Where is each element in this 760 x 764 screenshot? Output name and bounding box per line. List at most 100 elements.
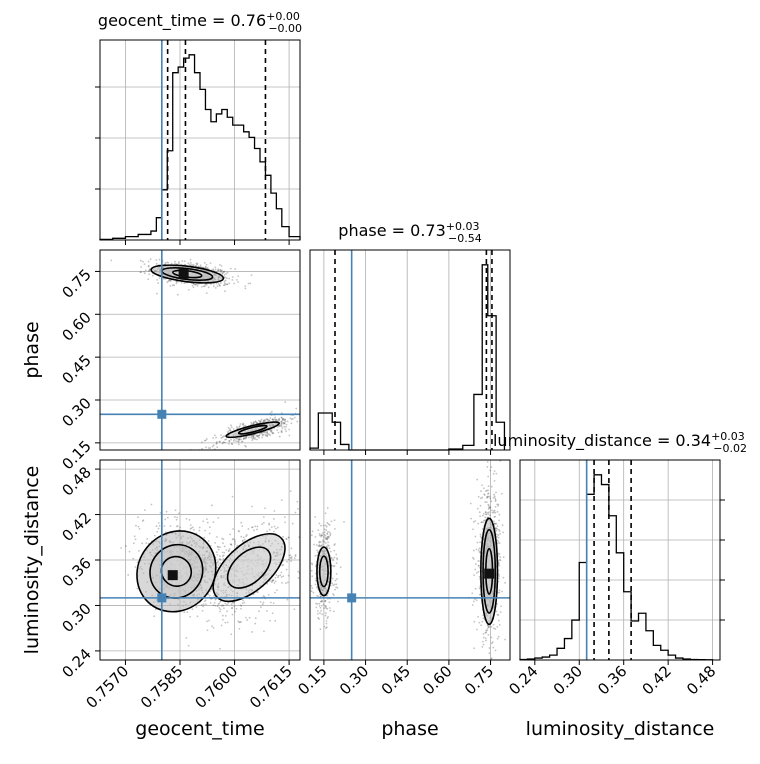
phase-vs-luminosity_distance-sample-point: [473, 647, 476, 650]
phase-vs-luminosity_distance-sample-point: [329, 609, 332, 612]
geocent_time-vs-phase-sample-point: [143, 270, 145, 273]
phase-vs-luminosity_distance-sample-point: [478, 587, 481, 590]
geocent_time-vs-luminosity_distance-xtick-label: 0.7585: [137, 662, 187, 712]
phase-vs-luminosity_distance-sample-point: [325, 626, 328, 629]
geocent_time-vs-luminosity_distance-sample-point: [204, 599, 207, 602]
phase-vs-luminosity_distance-sample-point: [496, 503, 499, 506]
geocent_time-vs-phase-sample-point: [271, 432, 274, 435]
phase-vs-luminosity_distance-sample-point: [321, 613, 323, 616]
geocent_time-vs-luminosity_distance-sample-point: [224, 621, 227, 624]
phase-vs-luminosity_distance-sample-point: [481, 528, 484, 530]
geocent_time-vs-phase-sample-point: [302, 414, 304, 416]
phase-vs-luminosity_distance-sample-point: [494, 522, 497, 525]
geocent_time-vs-luminosity_distance-sample-point: [229, 533, 232, 536]
geocent_time-vs-luminosity_distance-sample-point: [216, 536, 218, 538]
geocent_time-vs-phase-sample-point: [218, 440, 221, 443]
geocent_time-vs-phase-sample-point: [285, 425, 287, 428]
geocent_time-vs-phase-sample-point: [206, 267, 209, 269]
geocent_time-vs-luminosity_distance-sample-point: [237, 530, 240, 532]
phase-vs-luminosity_distance-sample-point: [328, 545, 330, 547]
geocent_time-vs-phase-sample-point: [200, 266, 203, 269]
phase-vs-luminosity_distance-sample-point: [493, 520, 495, 523]
geocent_time-vs-luminosity_distance-sample-point: [135, 524, 137, 527]
geocent_time-vs-phase-sample-point: [228, 442, 230, 445]
phase-vs-luminosity_distance-sample-point: [484, 490, 487, 493]
geocent_time-vs-luminosity_distance-sample-point: [261, 523, 264, 526]
phase-vs-luminosity_distance-sample-point: [318, 604, 321, 607]
geocent_time-vs-luminosity_distance-sample-point: [231, 606, 234, 609]
geocent_time-vs-luminosity_distance-sample-point: [219, 647, 221, 650]
geocent_time-vs-luminosity_distance-sample-point: [224, 614, 227, 617]
geocent_time-vs-phase-sample-point: [203, 285, 206, 288]
phase-vs-luminosity_distance-sample-point: [499, 611, 502, 614]
geocent_time-vs-luminosity_distance-sample-point: [219, 562, 222, 565]
geocent_time-vs-luminosity_distance-sample-point: [203, 600, 206, 603]
geocent_time-vs-phase-sample-point: [266, 435, 269, 438]
phase-vs-luminosity_distance-sample-point: [479, 593, 481, 596]
phase-vs-luminosity_distance-sample-point: [486, 496, 489, 499]
geocent_time-vs-phase-sample-point: [261, 433, 264, 436]
phase-vs-luminosity_distance-sample-point: [480, 521, 483, 524]
phase-vs-luminosity_distance-sample-point: [494, 649, 497, 652]
geocent_time-vs-luminosity_distance-sample-point: [208, 594, 211, 597]
phase-vs-luminosity_distance-sample-point: [498, 513, 501, 516]
geocent_time-vs-phase-sample-point: [280, 416, 283, 419]
phase-vs-luminosity_distance-sample-point: [334, 588, 336, 591]
phase-vs-luminosity_distance-sample-point: [494, 499, 497, 501]
geocent_time-vs-luminosity_distance-sample-point: [233, 605, 236, 608]
geocent_time-vs-luminosity_distance-sample-point: [293, 557, 296, 560]
geocent_time-vs-phase-sample-point: [220, 270, 223, 273]
geocent_time-vs-luminosity_distance-sample-point: [153, 534, 156, 537]
phase-vs-luminosity_distance-sample-point: [333, 528, 336, 530]
geocent_time-vs-phase-sample-point: [280, 424, 283, 427]
geocent_time-vs-luminosity_distance-sample-point: [271, 612, 274, 615]
geocent_time-vs-phase-sample-point: [241, 423, 244, 426]
geocent_time-vs-phase-sample-point: [266, 418, 269, 421]
geocent_time-vs-phase-sample-point: [206, 267, 208, 269]
geocent_time-vs-phase-sample-point: [270, 430, 272, 433]
geocent_time-vs-phase-sample-point: [169, 279, 172, 282]
geocent_time-vs-phase-sample-point: [254, 436, 256, 439]
luminosity_distance-1d-histogram: [519, 474, 714, 661]
phase-vs-luminosity_distance-sample-point: [502, 531, 505, 534]
geocent_time-vs-luminosity_distance-sample-point: [210, 588, 213, 591]
geocent_time-vs-luminosity_distance-sample-point: [282, 575, 285, 578]
phase-vs-luminosity_distance-sample-point: [500, 605, 502, 608]
phase-vs-luminosity_distance-sample-point: [326, 536, 329, 538]
geocent_time-vs-phase-sample-point: [231, 443, 234, 446]
geocent_time-vs-luminosity_distance-sample-point: [271, 579, 274, 582]
geocent_time-vs-phase-sample-point: [280, 430, 283, 433]
geocent_time-vs-phase-sample-point: [219, 282, 222, 284]
geocent_time-vs-luminosity_distance-sample-point: [270, 526, 273, 529]
geocent_time-vs-phase-sample-point: [156, 278, 159, 281]
geocent_time-vs-phase-sample-point: [209, 262, 212, 265]
geocent_time-vs-phase-sample-point: [252, 435, 255, 438]
geocent_time-vs-phase-sample-point: [271, 418, 274, 421]
geocent_time-vs-phase-sample-point: [206, 450, 208, 452]
geocent_time-vs-phase-sample-point: [252, 435, 254, 438]
geocent_time-vs-phase-sample-point: [218, 263, 221, 266]
geocent_time-vs-luminosity_distance-sample-point: [220, 604, 223, 607]
geocent_time-vs-phase-sample-point: [292, 418, 294, 420]
geocent_time-vs-luminosity_distance-sample-point: [231, 601, 234, 604]
phase-vs-luminosity_distance-sample-point: [494, 500, 497, 503]
geocent_time-vs-phase-sample-point: [242, 437, 245, 439]
geocent_time-vs-phase-sample-point: [220, 437, 223, 439]
geocent_time-vs-phase-sample-point: [262, 434, 264, 437]
phase-vs-luminosity_distance-sample-point: [483, 493, 486, 496]
phase-vs-luminosity_distance-sample-point: [490, 658, 493, 660]
geocent_time-vs-phase-sample-point: [199, 264, 202, 267]
geocent_time-vs-luminosity_distance-sample-point: [231, 613, 234, 616]
phase-vs-luminosity_distance-sample-point: [498, 623, 501, 626]
geocent_time-vs-luminosity_distance-contour: [149, 543, 204, 599]
geocent_time-vs-luminosity_distance-sample-point: [302, 578, 304, 580]
geocent_time-vs-luminosity_distance-sample-point: [163, 525, 166, 527]
geocent_time-vs-luminosity_distance-sample-point: [158, 524, 161, 527]
geocent_time-vs-luminosity_distance-sample-point: [229, 543, 232, 546]
phase-vs-luminosity_distance-sample-point: [314, 565, 317, 568]
geocent_time-vs-phase-sample-point: [242, 437, 245, 440]
geocent_time-vs-luminosity_distance-sample-point: [204, 529, 206, 532]
geocent_time-vs-phase-sample-point: [240, 438, 242, 441]
phase-vs-luminosity_distance-sample-point: [324, 537, 327, 539]
phase-vs-luminosity_distance-sample-point: [476, 628, 478, 631]
